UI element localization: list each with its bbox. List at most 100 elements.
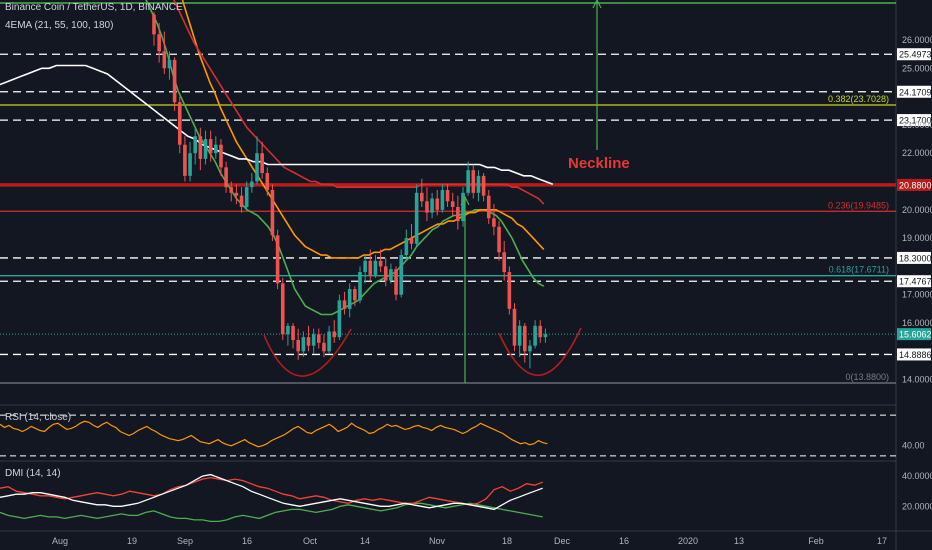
- candle-body: [327, 331, 331, 352]
- dmi-indicator-label[interactable]: DMI (14, 14): [5, 468, 61, 479]
- candle-body: [461, 192, 465, 222]
- candle-body: [188, 153, 192, 176]
- price-level-tag: [897, 114, 931, 127]
- price-tick-label: 22.0000: [902, 148, 932, 158]
- price-tick-label: 17.0000: [902, 290, 932, 300]
- time-tick-label: 14: [360, 536, 370, 546]
- price-level-label: 17.4767: [899, 277, 932, 287]
- price-axis: [896, 0, 932, 550]
- candle-body: [368, 260, 373, 275]
- candle-body: [430, 198, 434, 213]
- shoulder-arc-left: [263, 328, 352, 377]
- rsi-indicator-label[interactable]: RSI (14, close): [5, 412, 72, 423]
- time-tick-label: 2020: [678, 536, 698, 546]
- candle-body: [275, 235, 280, 284]
- candle-body: [353, 289, 357, 301]
- target-arrow-head: [592, 0, 602, 9]
- candle-body: [538, 325, 543, 338]
- candle-body: [270, 189, 275, 236]
- candle-body: [435, 198, 440, 210]
- candle-body: [296, 339, 300, 352]
- candle-body: [342, 300, 347, 309]
- candle-body: [250, 181, 254, 188]
- candle-body: [239, 195, 244, 207]
- candle-body: [492, 218, 496, 227]
- candle-body: [162, 51, 167, 69]
- price-level-label: 25.4973: [899, 50, 932, 60]
- price-level-tag: [897, 178, 931, 191]
- candle-body: [512, 308, 517, 346]
- candle-body: [167, 59, 172, 69]
- candle-body: [409, 238, 414, 244]
- dmi-line-1: [0, 502, 543, 523]
- candle-body: [224, 167, 228, 188]
- candle-body: [481, 175, 486, 196]
- price-level-tag: [897, 251, 931, 264]
- candle-body: [378, 260, 383, 267]
- time-tick-label: 16: [619, 536, 629, 546]
- time-tick-label: 19: [127, 536, 137, 546]
- symbol-title: Binance Coin / TetherUS, 1D, BINANCE: [5, 2, 183, 13]
- shoulder-arc-right: [498, 327, 582, 376]
- price-tick-label: 20.0000: [902, 205, 932, 215]
- candle-body: [363, 260, 367, 273]
- candle-body: [486, 195, 491, 219]
- target-arrow-head: [460, 195, 470, 206]
- price-tick-label: 16.0000: [902, 318, 932, 328]
- rsi-line: [0, 420, 548, 448]
- candle-body: [286, 325, 290, 335]
- time-tick-label: Feb: [808, 536, 824, 546]
- time-tick-label: Aug: [52, 536, 68, 546]
- ema-indicator-label[interactable]: 4EMA (21, 55, 100, 180): [5, 20, 114, 31]
- price-level-label: 20.8800: [899, 180, 932, 190]
- candle-body: [523, 325, 527, 352]
- candle-body: [280, 283, 285, 335]
- candle-body: [533, 325, 537, 346]
- ema-line-4: [0, 64, 554, 186]
- price-tick-label: 25.0000: [902, 63, 932, 73]
- price-tick-label: 19.0000: [902, 233, 932, 243]
- price-level-label: 15.6062: [899, 330, 932, 340]
- rsi-tick-label: 40.00: [902, 441, 925, 451]
- candle-body: [198, 136, 203, 159]
- ema-line-2: [181, 0, 545, 259]
- candle-body: [440, 189, 445, 210]
- dmi-tick-label: 20.0000: [902, 501, 932, 511]
- candle-body: [291, 325, 295, 340]
- candle-body: [301, 337, 306, 352]
- dmi-tick-label: 40.0000: [902, 471, 932, 481]
- candle-body: [517, 325, 522, 346]
- candle-body: [208, 139, 213, 154]
- candle-body: [456, 206, 460, 222]
- fib-level-label: 0.618(17.6711): [829, 265, 889, 275]
- candle-body: [152, 14, 156, 35]
- candle-body: [193, 136, 197, 154]
- candle-body: [543, 334, 548, 338]
- price-level-label: 23.1700: [899, 116, 932, 126]
- candle-body: [219, 144, 223, 168]
- price-level-label: 18.3000: [899, 253, 932, 263]
- price-tick-label: 14.0000: [902, 375, 932, 385]
- candle-body: [450, 201, 455, 207]
- price-level-tag: [897, 328, 931, 341]
- ema-line-1: [145, 0, 545, 316]
- candle-body: [507, 272, 512, 309]
- candle-body: [260, 153, 264, 174]
- candle-body: [373, 260, 378, 275]
- time-tick-label: Dec: [554, 536, 571, 546]
- price-level-label: 14.8886: [899, 350, 932, 360]
- candle-body: [399, 255, 403, 295]
- dmi-line-3: [0, 473, 543, 511]
- price-level-tag: [897, 348, 931, 361]
- candle-body: [265, 173, 270, 190]
- candle-body: [214, 144, 218, 154]
- candle-body: [414, 192, 419, 244]
- candle-body: [404, 238, 409, 256]
- candle-body: [317, 334, 321, 343]
- candle-body: [203, 139, 208, 159]
- neckline-label: Neckline: [568, 155, 630, 172]
- candle-body: [425, 201, 429, 213]
- candle-body: [383, 266, 388, 281]
- candle-body: [347, 289, 352, 309]
